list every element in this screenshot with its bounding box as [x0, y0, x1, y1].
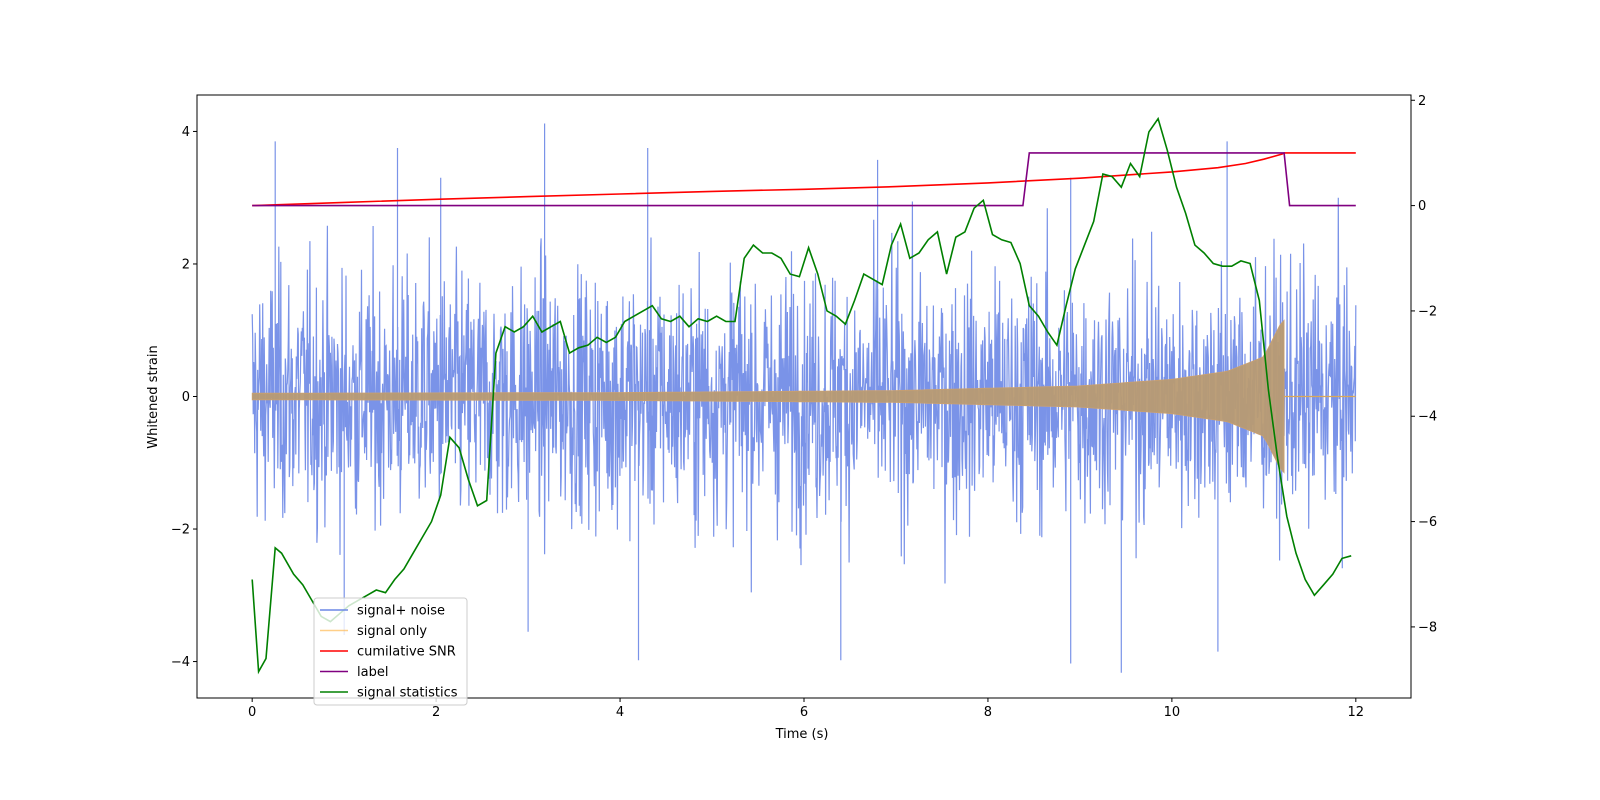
signal-statistics-series — [251, 116, 1352, 675]
x-tick-label: 12 — [1348, 705, 1365, 720]
y-tick-label: 4 — [182, 125, 190, 140]
label-series — [252, 152, 1356, 207]
x-tick-label: 2 — [432, 705, 440, 720]
y-tick-label: 2 — [182, 257, 190, 272]
legend-label: signal+ noise — [357, 604, 445, 619]
plot-area — [251, 116, 1357, 675]
x-tick-label: 8 — [984, 705, 992, 720]
x-tick-label: 10 — [1164, 705, 1181, 720]
y-axis-right: −8 −6 −4 −2 0 2 — [1411, 94, 1437, 635]
legend-label: label — [357, 665, 388, 680]
y-tick-label: 0 — [182, 390, 190, 405]
x-tick-label: 4 — [616, 705, 624, 720]
signal-only-series — [251, 319, 1285, 474]
y-tick-label: −2 — [171, 523, 190, 538]
y2-tick-label: −6 — [1418, 515, 1437, 530]
y2-tick-label: 0 — [1418, 199, 1426, 214]
y2-tick-label: −2 — [1418, 304, 1437, 319]
x-tick-label: 0 — [248, 705, 256, 720]
y-axis-label: Whitened strain — [146, 345, 161, 448]
x-axis: 0 2 4 6 8 10 12 — [248, 698, 1364, 720]
y2-tick-label: −8 — [1418, 620, 1437, 635]
legend: signal+ noise signal only cumilative SNR la… — [313, 597, 468, 706]
x-axis-label: Time (s) — [775, 727, 829, 742]
y2-tick-label: −4 — [1418, 410, 1437, 425]
x-tick-label: 6 — [800, 705, 808, 720]
legend-label: signal only — [357, 624, 427, 639]
legend-label: signal statistics — [357, 686, 458, 701]
y-axis-left: −4 −2 0 2 4 — [171, 125, 197, 670]
cumulative-snr-series — [252, 152, 1356, 207]
y-tick-label: −4 — [171, 655, 190, 670]
y2-tick-label: 2 — [1418, 94, 1426, 109]
legend-box — [313, 597, 468, 706]
legend-label: cumilative SNR — [357, 645, 456, 660]
